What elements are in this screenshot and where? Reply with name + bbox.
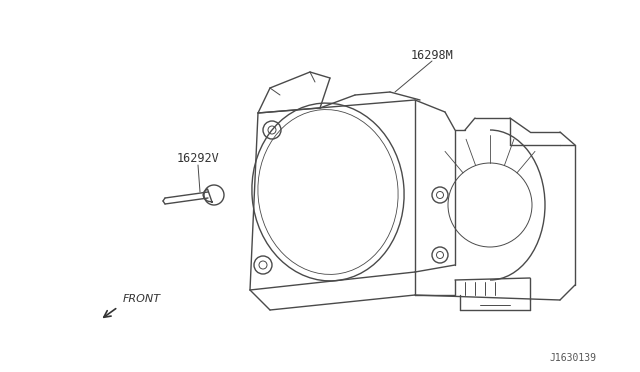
Text: 16298M: 16298M <box>411 48 453 61</box>
Text: J1630139: J1630139 <box>549 353 596 363</box>
Text: FRONT: FRONT <box>123 294 161 304</box>
Text: 16292V: 16292V <box>177 151 220 164</box>
